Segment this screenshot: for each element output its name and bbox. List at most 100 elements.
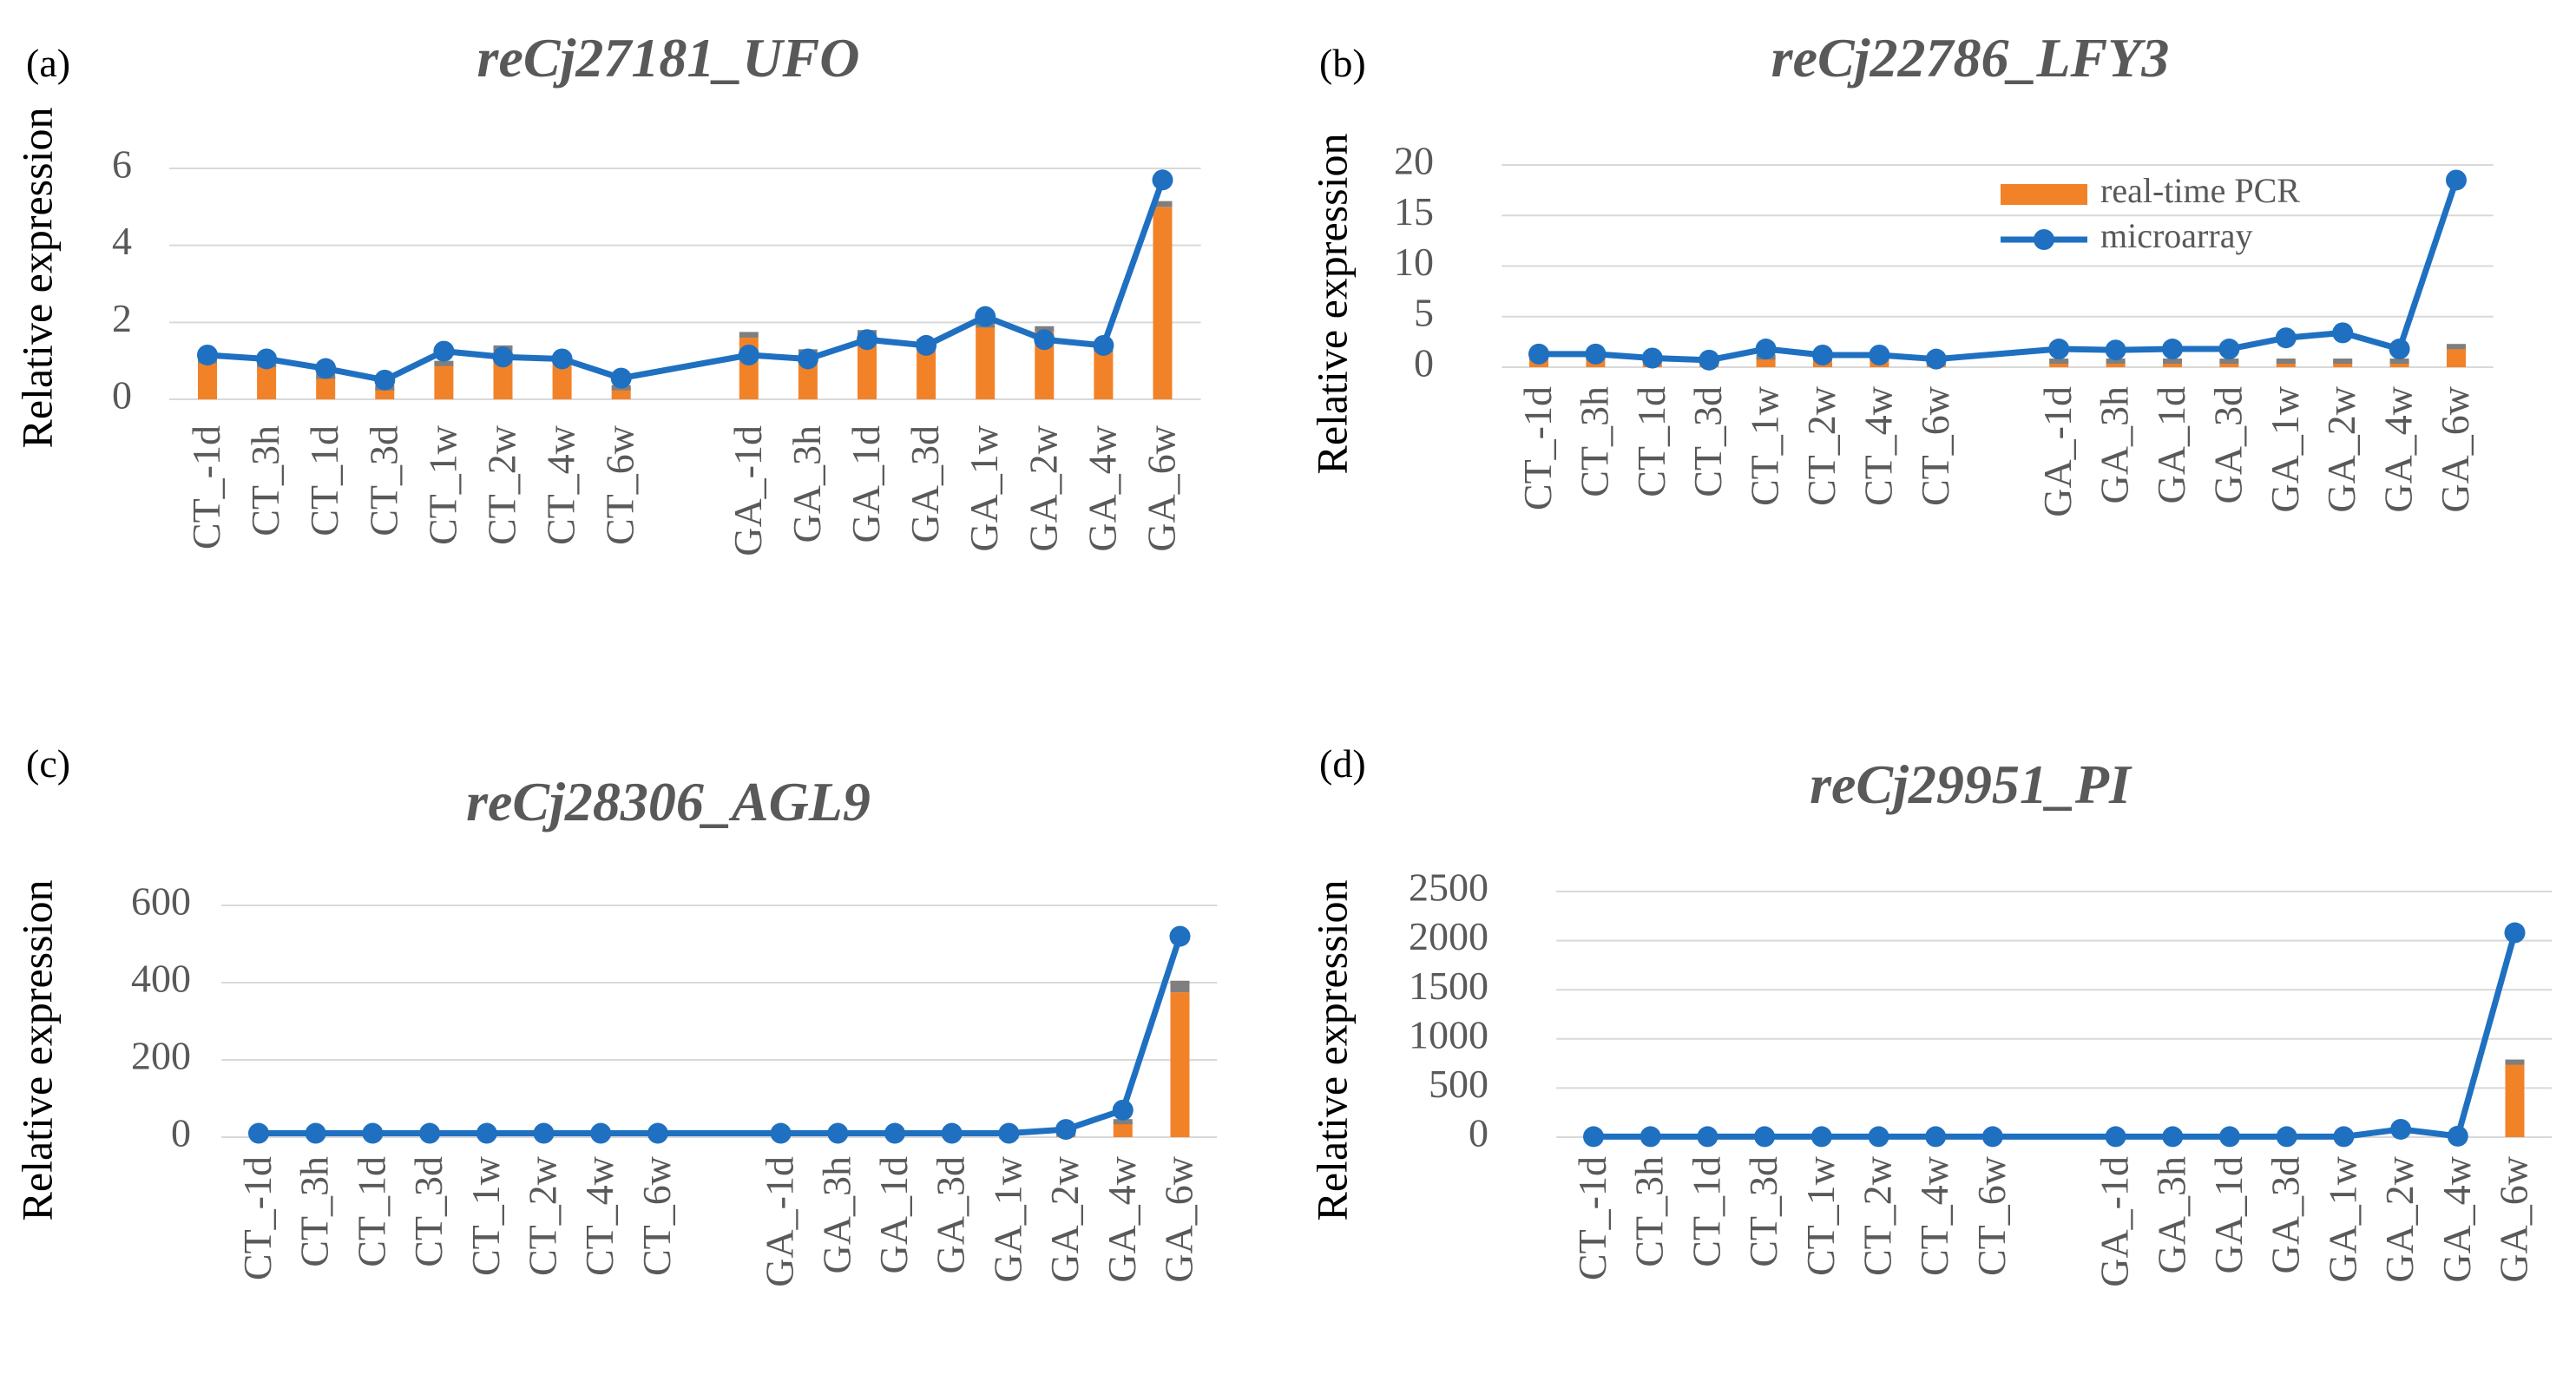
line-point	[305, 1122, 326, 1144]
x-tick-label: CT_3d	[406, 1156, 450, 1267]
x-tick-label: GA_3d	[2264, 1156, 2308, 1273]
line-point	[1754, 1126, 1776, 1148]
line-point	[1112, 1099, 1134, 1121]
x-tick-label: GA_4w	[2376, 385, 2421, 512]
error-bar	[2163, 359, 2182, 365]
line-point	[1152, 169, 1173, 191]
y-tick-label: 600	[131, 879, 191, 924]
line-point	[916, 334, 937, 356]
line-point	[2504, 922, 2526, 944]
line-point	[590, 1122, 612, 1144]
legend-bar-label: real-time PCR	[2100, 171, 2300, 210]
line-point	[1093, 334, 1114, 356]
error-bar	[2219, 359, 2239, 365]
y-tick-label: 1500	[1409, 964, 1488, 1008]
x-tick-label: GA_4w	[1100, 1155, 1144, 1282]
y-tick-label: 200	[131, 1034, 191, 1078]
x-tick-label: CT_-1d	[1515, 386, 1560, 510]
line-point	[476, 1122, 497, 1144]
line-point	[1641, 347, 1663, 369]
bar	[316, 376, 336, 399]
series-line	[259, 935, 1183, 1137]
error-bar	[2505, 1059, 2525, 1065]
line-point	[2048, 339, 2070, 360]
y-tick-label: 0	[1469, 1111, 1488, 1155]
series-line	[1539, 179, 2460, 364]
x-tick-label: CT_3d	[1686, 386, 1730, 497]
bar	[2389, 361, 2409, 367]
legend-bar-swatch	[2001, 184, 2087, 205]
y-axis-label: Relative expression	[1307, 880, 1356, 1221]
legend-line-label: microarray	[2100, 216, 2252, 255]
line-point	[2162, 339, 2183, 360]
x-tick-label: CT_1d	[1684, 1156, 1728, 1267]
bar	[1094, 349, 1114, 399]
x-tick-label: CT_3h	[1572, 386, 1616, 497]
x-tick-label: CT_-1d	[1570, 1156, 1614, 1280]
x-tick-label: CT_6w	[1913, 385, 1957, 506]
line-point	[433, 340, 455, 362]
x-tick-label: GA_3h	[785, 425, 829, 543]
panel-label: (d)	[1319, 741, 1366, 786]
error-bar	[1153, 201, 1173, 207]
x-tick-label: GA_1w	[2320, 1155, 2364, 1282]
line-point	[857, 329, 877, 351]
x-tick-label: CT_6w	[598, 424, 642, 545]
x-tick-label: CT_1d	[1629, 386, 1673, 497]
y-tick-label: 6	[112, 142, 132, 187]
bar	[375, 387, 395, 399]
line-point	[1034, 329, 1055, 351]
x-tick-label: CT_3d	[361, 425, 405, 536]
chart-title: reCj29951_PI	[1810, 753, 2132, 815]
x-tick-label: CT_1w	[463, 1155, 508, 1276]
x-tick-label: GA_3d	[2205, 386, 2250, 503]
line-point	[315, 358, 337, 379]
bar	[2333, 361, 2353, 367]
x-tick-label: CT_1w	[420, 424, 464, 545]
error-bar	[739, 332, 759, 339]
bar	[552, 360, 572, 399]
x-tick-label: GA_1w	[962, 424, 1006, 551]
line-point	[248, 1122, 269, 1144]
line-point	[533, 1122, 555, 1144]
y-tick-label: 0	[112, 373, 132, 418]
line-point	[647, 1122, 668, 1144]
line-point	[2105, 339, 2126, 361]
error-bar	[2276, 359, 2296, 365]
legend-line-marker	[2034, 229, 2054, 250]
line-point	[362, 1122, 384, 1144]
bar	[2219, 361, 2239, 367]
line-point	[419, 1122, 441, 1144]
line-point	[975, 306, 996, 327]
x-tick-label: CT_4w	[1912, 1155, 1956, 1276]
line-point	[492, 346, 514, 368]
x-tick-label: GA_4w	[1080, 424, 1124, 551]
bar	[976, 326, 996, 399]
x-tick-label: GA_4w	[2435, 1155, 2479, 1282]
bar	[611, 387, 631, 399]
line-point	[1699, 349, 1720, 371]
panel-label: (a)	[26, 41, 70, 85]
y-tick-label: 1000	[1409, 1012, 1488, 1056]
panel-d: (d) reCj29951_PI Relative expression 0 500 10…	[1307, 741, 2553, 1287]
x-tick-label: CT_3h	[292, 1156, 337, 1267]
x-tick-label: CT_2w	[480, 424, 524, 545]
line-point	[827, 1122, 849, 1144]
line-point	[2105, 1126, 2126, 1148]
x-tick-label: GA_1d	[844, 425, 888, 543]
panel-b: (b) reCj22786_LFY3 Relative expression 0 5 10…	[1307, 27, 2494, 517]
x-tick-label: GA_3d	[903, 425, 947, 543]
bar	[858, 333, 877, 399]
line-point	[2276, 1126, 2297, 1148]
line-point	[197, 345, 218, 366]
x-tick-label: CT_1w	[1743, 385, 1787, 506]
x-tick-label: GA_3h	[814, 1156, 858, 1273]
panel-c: (c) reCj28306_AGL9 Relative expression 0 200…	[12, 741, 1218, 1287]
chart-title: reCj28306_AGL9	[466, 771, 871, 832]
line-point	[1169, 925, 1191, 947]
line-point	[1055, 1119, 1077, 1141]
line-point	[998, 1122, 1020, 1144]
y-tick-label: 5	[1414, 290, 1434, 334]
y-axis-label: Relative expression	[12, 108, 61, 449]
error-bar	[1113, 1119, 1133, 1125]
